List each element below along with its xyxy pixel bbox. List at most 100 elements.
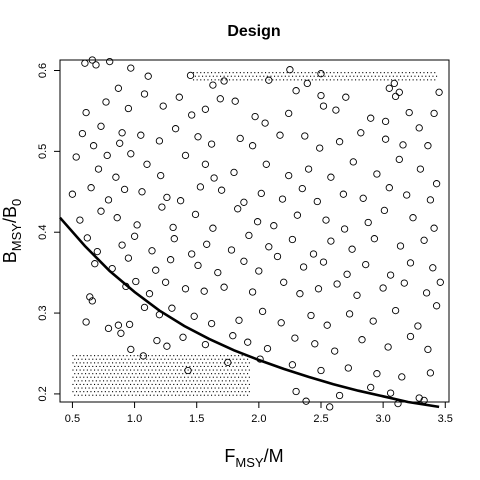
y-label-mid: /B [0,206,20,223]
lower-left-region-dot [220,362,222,364]
lower-left-region-dot [236,387,238,389]
lower-left-region-dot [238,369,240,371]
x-axis-label: FMSY/M [224,446,283,470]
lower-left-region-dot [135,373,137,375]
upper-right-region-dot [252,75,254,77]
lower-left-region-dot [142,365,144,367]
upper-right-region-dot [310,75,312,77]
data-point [93,247,101,256]
data-point [68,190,77,198]
data-point [86,293,94,301]
lower-left-region-dot [137,391,139,393]
lower-left-region-dot [248,369,250,371]
lower-left-region-dot [238,376,240,378]
lower-left-region-dot [90,355,92,357]
lower-left-region-dot [225,365,227,367]
upper-right-region-dot [250,79,252,81]
lower-left-region-dot [104,355,106,357]
data-point [298,184,306,193]
upper-right-region-dot [380,79,382,81]
upper-right-region-dot [284,75,286,77]
lower-left-region-dot [139,365,141,367]
lower-left-region-dot [76,376,78,378]
upper-right-region-dot [304,72,306,74]
lower-left-region-dot [130,376,132,378]
lower-left-region-dot [187,369,189,371]
data-point [188,111,196,119]
data-point [288,235,297,244]
lower-left-region-dot [104,383,106,385]
lower-left-region-dot [77,365,79,367]
lower-left-region-dot [236,365,238,367]
lower-left-region-dot [86,355,88,357]
lower-left-region-dot [166,383,168,385]
lower-left-region-dot [140,376,142,378]
data-point [240,198,248,206]
lower-left-region-dot [131,358,133,360]
lower-left-region-dot [243,373,245,375]
upper-right-region-dot [326,79,328,81]
data-point [381,135,390,143]
lower-left-region-dot [92,365,94,367]
data-point [114,321,123,329]
data-point [214,268,222,277]
lower-left-region-dot [86,383,88,385]
data-point [72,153,80,161]
lower-left-region-dot [148,362,150,364]
data-point [91,260,99,268]
upper-right-region-dot [421,75,423,77]
lower-left-region-dot [187,362,189,364]
lower-left-region-dot [122,355,124,357]
lower-left-region-dot [162,355,164,357]
upper-right-region-dot [337,72,339,74]
upper-right-region-dot [293,72,295,74]
lower-left-region-dot [225,380,227,382]
lower-left-region-dot [216,383,218,385]
x-label-rest: /M [264,446,284,466]
lower-left-region-dot [194,376,196,378]
upper-right-region-dot [268,79,270,81]
data-point [132,277,140,286]
lower-left-region-dot [220,391,222,393]
upper-right-region-dot [405,79,407,81]
lower-left-region-dot [196,358,198,360]
upper-right-region-dot [382,75,384,77]
lower-left-region-dot [97,376,99,378]
data-point [81,59,89,67]
lower-left-region-dot [90,383,92,385]
lower-left-region-dot [113,394,115,396]
lower-left-region-dot [144,376,146,378]
lower-left-region-dot [173,391,175,393]
lower-left-region-dot [137,383,139,385]
lower-left-region-dot [151,355,153,357]
lower-left-region-dot [77,380,79,382]
lower-left-region-dot [144,383,146,385]
upper-right-region-dot [373,72,375,74]
data-point [261,119,269,127]
lower-left-region-dot [247,373,249,375]
data-point [299,263,308,271]
lower-left-region-dot [158,376,160,378]
lower-left-region-dot [126,383,128,385]
lower-left-region-dot [139,387,141,389]
data-point [416,165,425,173]
lower-left-region-dot [92,358,94,360]
lower-left-region-dot [149,387,151,389]
lower-left-region-dot [77,387,79,389]
upper-right-region-dot [218,72,220,74]
upper-right-region-dot [405,72,407,74]
data-point [403,191,411,199]
lower-left-region-dot [135,387,137,389]
lower-left-region-dot [175,358,177,360]
lower-left-region-dot [158,355,160,357]
data-point [188,250,196,258]
data-point [348,245,356,253]
data-point [373,370,381,378]
data-point [163,193,171,202]
upper-right-region-dot [333,72,335,74]
data-point [322,216,330,224]
upper-right-region-dot [367,75,369,77]
lower-left-region-dot [77,394,79,396]
data-point [296,290,304,298]
lower-left-region-dot [211,380,213,382]
